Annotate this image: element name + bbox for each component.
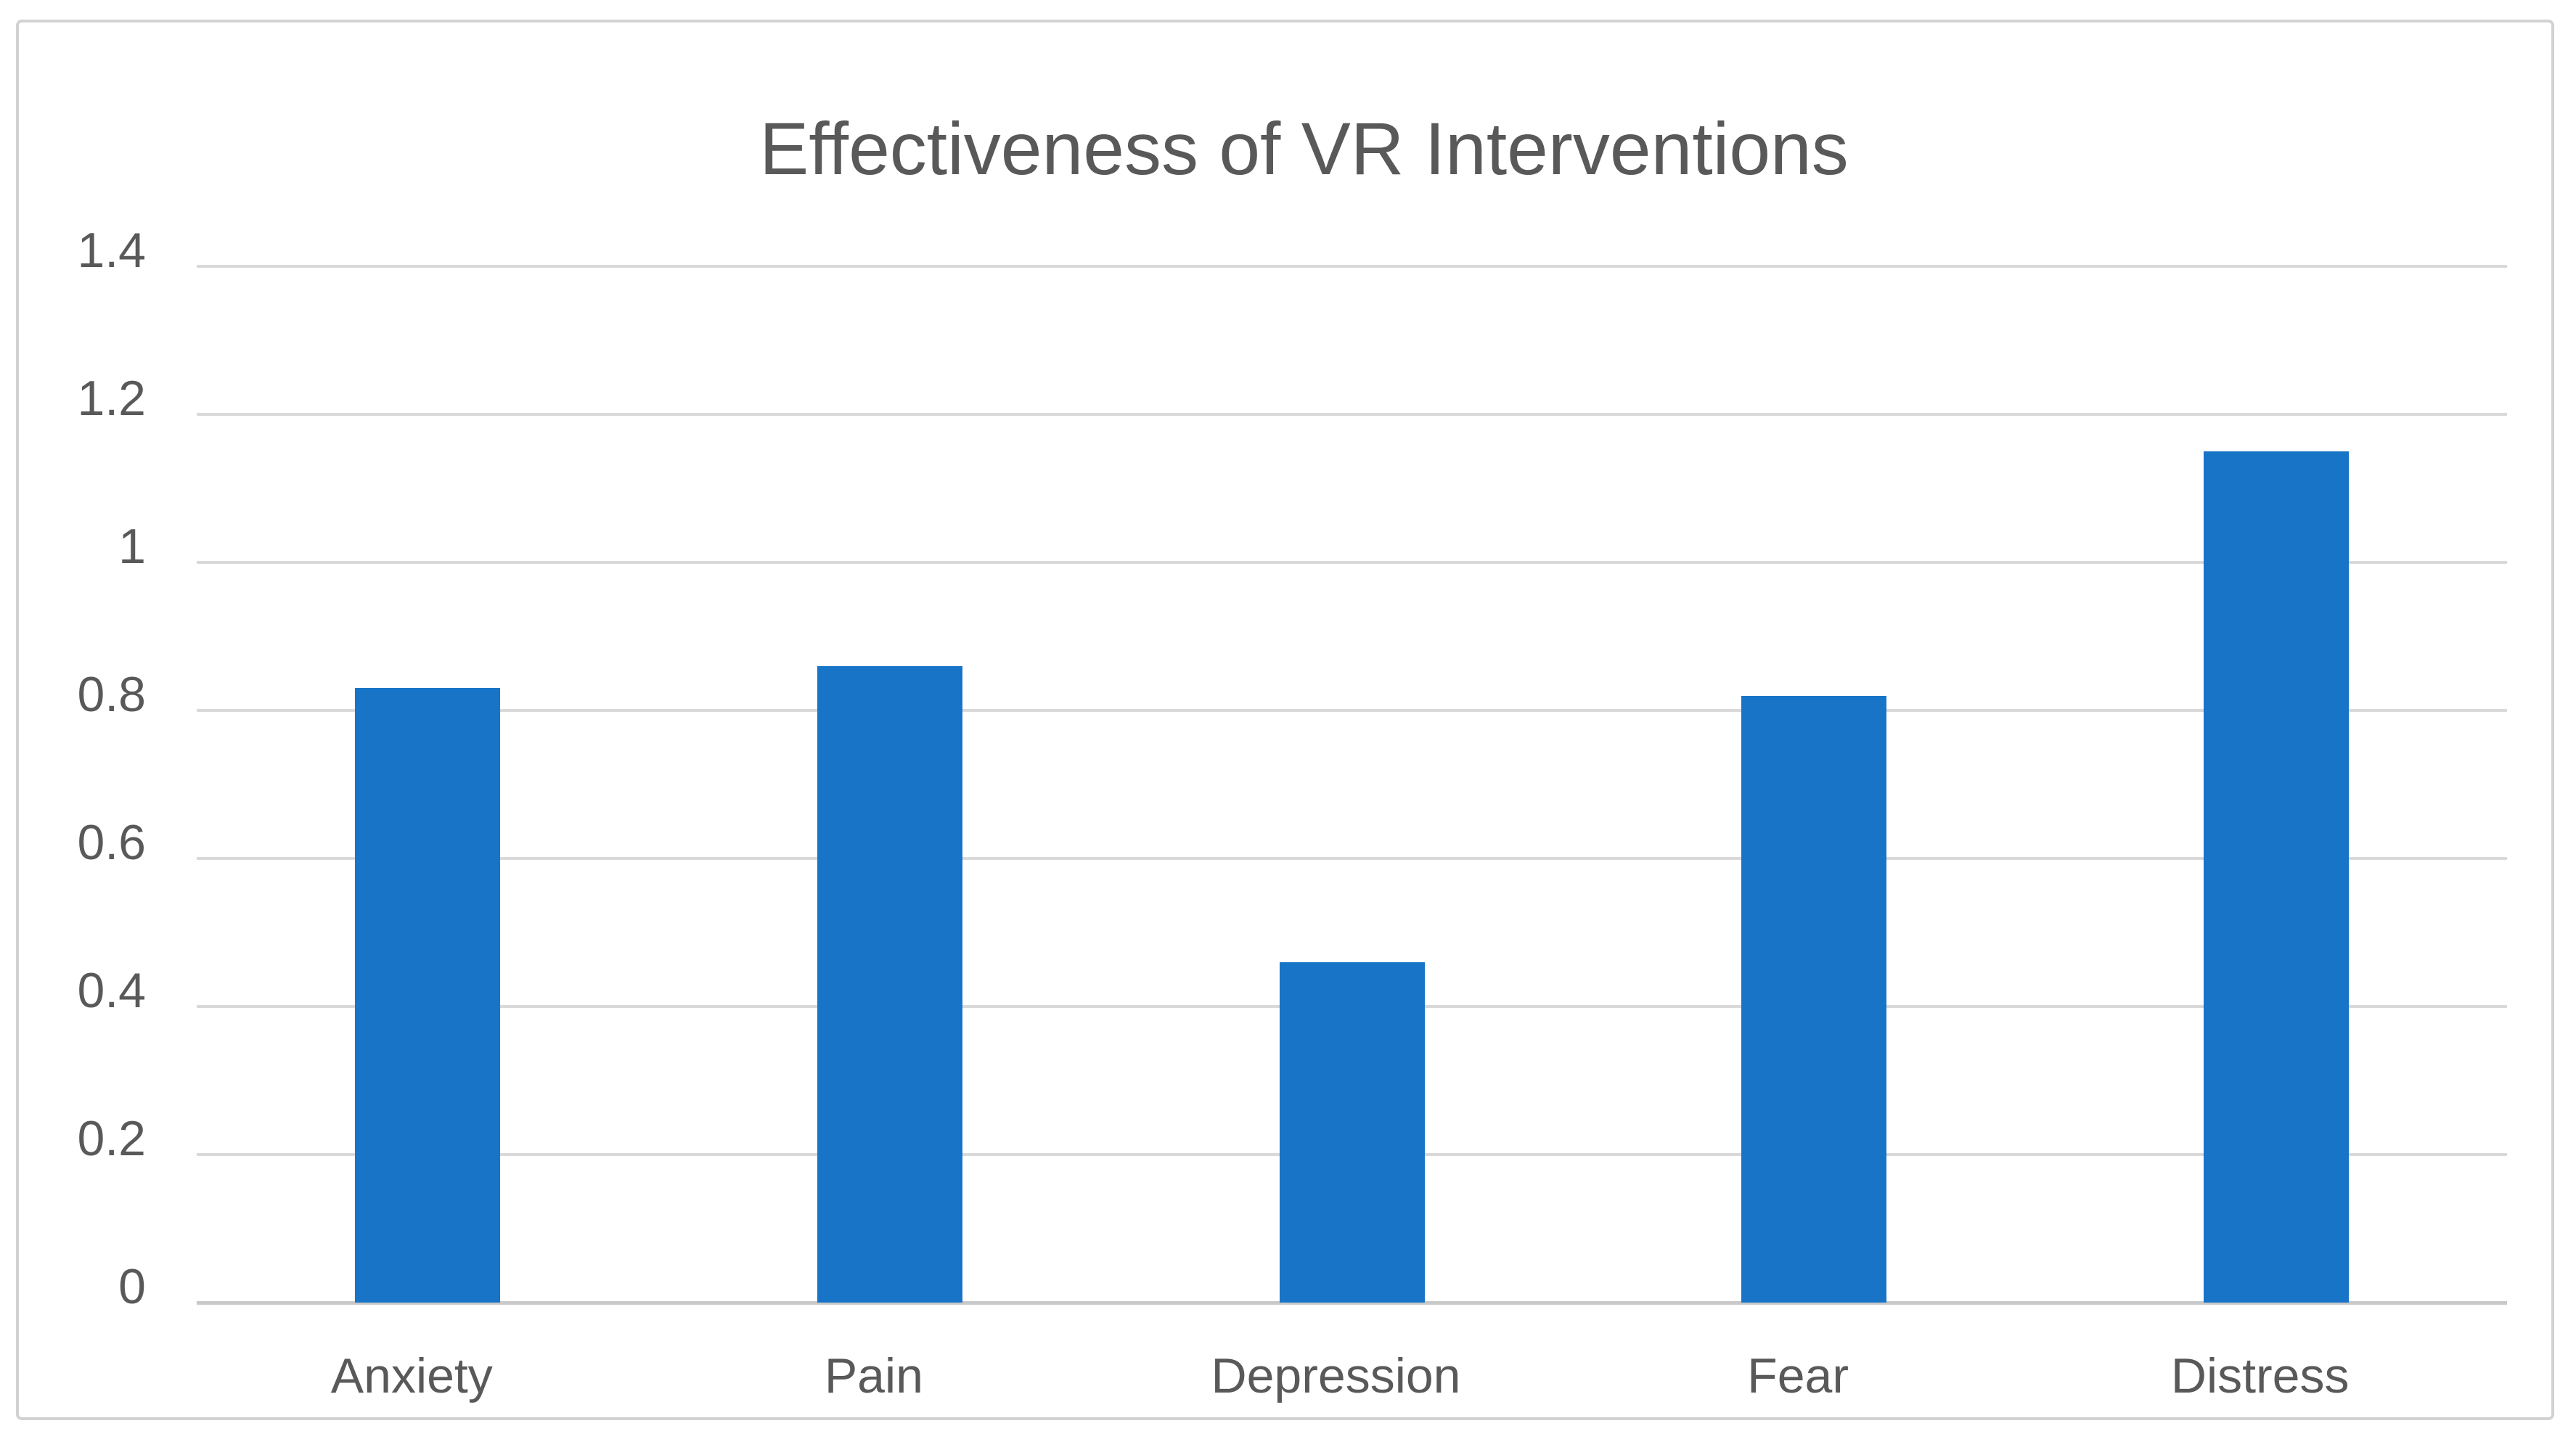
- chart-title: Effectiveness of VR Interventions: [759, 107, 1849, 190]
- x-category-label-distress: Distress: [2170, 1348, 2350, 1403]
- chart-frame: Effectiveness of VR Interventions 0 0.2 0.…: [16, 20, 2554, 1420]
- bar-depression: [1279, 962, 1425, 1303]
- y-tick-label: 0.8: [77, 667, 146, 722]
- bar-distress: [2203, 451, 2349, 1303]
- y-tick-label: 0.6: [77, 815, 146, 870]
- x-axis-line: [197, 1301, 2507, 1305]
- y-tick-label: 0: [118, 1259, 146, 1314]
- x-category-label-depression: Depression: [1211, 1348, 1461, 1403]
- plot-area: [197, 265, 2507, 1305]
- gridline: [197, 857, 2507, 860]
- y-tick-label: 0.4: [77, 963, 146, 1018]
- gridline: [197, 709, 2507, 712]
- x-category-label-anxiety: Anxiety: [330, 1348, 493, 1403]
- bar-anxiety: [355, 688, 501, 1303]
- y-tick-label: 1: [118, 519, 146, 574]
- bar-pain: [817, 665, 962, 1303]
- y-tick-label: 1.2: [77, 371, 146, 426]
- x-category-label-fear: Fear: [1747, 1348, 1849, 1403]
- gridline: [197, 265, 2507, 268]
- bar-fear: [1741, 695, 1887, 1303]
- gridline: [197, 413, 2507, 416]
- gridline: [197, 561, 2507, 564]
- y-tick-label: 1.4: [77, 223, 146, 278]
- x-category-label-pain: Pain: [824, 1348, 923, 1403]
- y-tick-label: 0.2: [77, 1111, 146, 1166]
